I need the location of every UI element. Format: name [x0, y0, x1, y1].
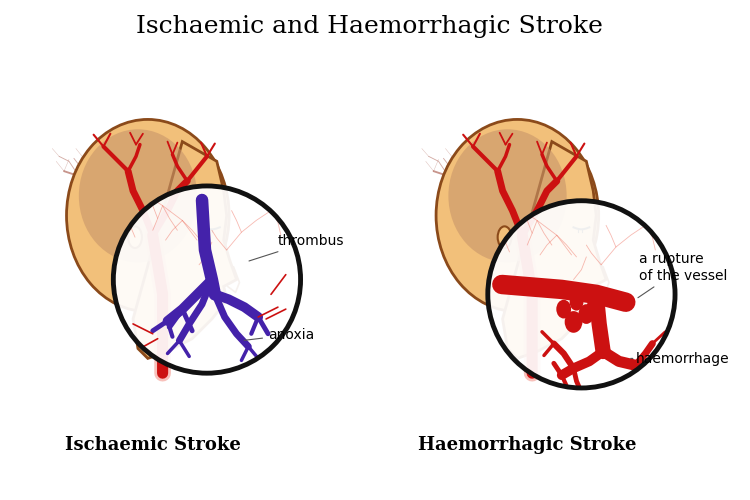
- Ellipse shape: [67, 120, 229, 312]
- Text: Ischaemic and Haemorrhagic Stroke: Ischaemic and Haemorrhagic Stroke: [136, 16, 603, 38]
- Ellipse shape: [578, 304, 594, 324]
- Polygon shape: [133, 142, 236, 358]
- Text: a rupture
of the vessel: a rupture of the vessel: [638, 252, 727, 298]
- Ellipse shape: [498, 226, 512, 248]
- Ellipse shape: [79, 130, 197, 262]
- Ellipse shape: [586, 298, 600, 314]
- Ellipse shape: [565, 311, 583, 333]
- Ellipse shape: [128, 226, 142, 248]
- Text: anoxia: anoxia: [244, 328, 314, 342]
- Circle shape: [488, 200, 675, 388]
- Text: Ischaemic Stroke: Ischaemic Stroke: [64, 436, 241, 454]
- Ellipse shape: [569, 294, 584, 310]
- Ellipse shape: [436, 120, 598, 312]
- Text: thrombus: thrombus: [249, 234, 344, 261]
- Circle shape: [113, 186, 301, 373]
- Ellipse shape: [448, 130, 567, 262]
- Text: haemorrhage: haemorrhage: [631, 352, 729, 366]
- Ellipse shape: [556, 300, 571, 318]
- Text: Haemorrhagic Stroke: Haemorrhagic Stroke: [418, 436, 637, 454]
- Polygon shape: [503, 142, 606, 358]
